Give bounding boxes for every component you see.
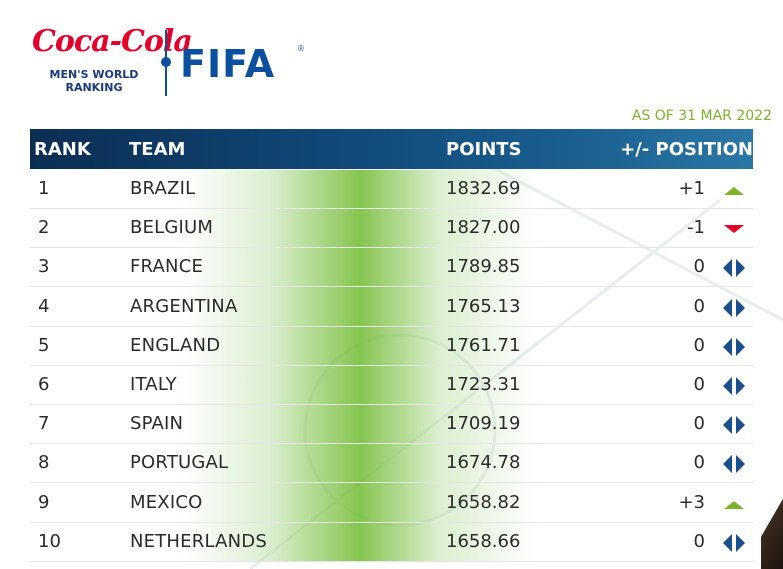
rank-cell: 9 (38, 491, 50, 513)
position-change-cell: +1 (678, 178, 705, 199)
up-arrow-icon (721, 494, 747, 514)
team-cell: FRANCE (130, 256, 204, 278)
points-cell: 1674.78 (446, 452, 521, 474)
points-cell: 1765.13 (446, 295, 521, 317)
rank-cell: 2 (38, 217, 50, 239)
table-row: 1 BRAZIL 1832.69 +1 (30, 170, 753, 209)
header-logos: Coca-Cola MEN'S WORLD RANKING FIFA ® (30, 24, 330, 104)
logo-divider-dot (161, 57, 171, 67)
position-change-cell: 0 (693, 452, 705, 474)
points-cell: 1761.71 (446, 334, 521, 356)
table-row: 8 PORTUGAL 1674.78 0 (30, 444, 753, 484)
rank-cell: 10 (38, 530, 61, 552)
table-header: RANK TEAM POINTS +/- POSITION (30, 129, 753, 169)
down-arrow-icon (721, 219, 747, 239)
table-row: 6 ITALY 1723.31 0 (30, 366, 753, 405)
header-position-change: +/- POSITION (620, 139, 753, 160)
points-cell: 1723.31 (446, 374, 521, 395)
fifa-logo: FIFA (180, 42, 276, 86)
points-highlight-band (180, 170, 540, 562)
position-change-cell: +3 (678, 491, 705, 513)
position-change-cell: 0 (693, 334, 705, 356)
header-points: POINTS (446, 139, 522, 160)
fifa-registered-mark: ® (298, 44, 304, 53)
rank-cell: 6 (38, 374, 50, 395)
team-cell: NETHERLANDS (130, 530, 267, 552)
no-change-icon (721, 298, 747, 318)
points-cell: 1832.69 (446, 178, 521, 199)
header-rank: RANK (34, 139, 91, 160)
up-arrow-icon (721, 180, 747, 200)
table-row: 3 FRANCE 1789.85 0 (30, 248, 753, 288)
as-of-date: AS OF 31 MAR 2022 (631, 108, 772, 124)
table-row: 9 MEXICO 1658.82 +3 (30, 484, 753, 523)
team-cell: PORTUGAL (130, 452, 229, 474)
position-change-cell: 0 (693, 256, 705, 278)
position-change-cell: 0 (693, 374, 705, 395)
position-change-cell: 0 (693, 295, 705, 317)
rank-cell: 7 (38, 413, 50, 435)
ranking-subtitle-line2: RANKING (65, 81, 123, 94)
position-change-cell: -1 (687, 217, 705, 239)
player-image-edge (761, 489, 783, 569)
no-change-icon (721, 454, 747, 474)
position-change-cell: 0 (693, 413, 705, 435)
rank-cell: 8 (38, 452, 50, 474)
table-row: 4 ARGENTINA 1765.13 0 (30, 288, 753, 327)
team-cell: SPAIN (130, 413, 184, 435)
ranking-subtitle-line1: MEN'S WORLD (49, 68, 139, 81)
team-cell: MEXICO (130, 491, 203, 513)
no-change-icon (721, 533, 747, 553)
team-cell: ENGLAND (130, 334, 221, 356)
points-cell: 1789.85 (446, 256, 521, 278)
points-cell: 1709.19 (446, 413, 521, 435)
rank-cell: 4 (38, 295, 50, 317)
ranking-subtitle: MEN'S WORLD RANKING (38, 68, 150, 94)
table-row: 5 ENGLAND 1761.71 0 (30, 327, 753, 366)
header-team: TEAM (129, 139, 186, 160)
coca-cola-logo: Coca-Cola (32, 24, 193, 59)
no-change-icon (721, 415, 747, 435)
no-change-icon (721, 258, 747, 278)
team-cell: ARGENTINA (130, 295, 238, 317)
team-cell: ITALY (130, 374, 177, 395)
table-row: 7 SPAIN 1709.19 0 (30, 405, 753, 445)
rank-cell: 1 (38, 178, 50, 199)
points-cell: 1658.66 (446, 530, 521, 552)
points-cell: 1827.00 (446, 217, 521, 239)
team-cell: BRAZIL (130, 178, 196, 199)
position-change-cell: 0 (693, 530, 705, 552)
rank-cell: 3 (38, 256, 50, 278)
table-row: 10 NETHERLANDS 1658.66 0 (30, 523, 753, 562)
points-cell: 1658.82 (446, 491, 521, 513)
no-change-icon (721, 337, 747, 357)
no-change-icon (721, 376, 747, 396)
team-cell: BELGIUM (130, 217, 214, 239)
rank-cell: 5 (38, 334, 50, 356)
table-row: 2 BELGIUM 1827.00 -1 (30, 209, 753, 249)
